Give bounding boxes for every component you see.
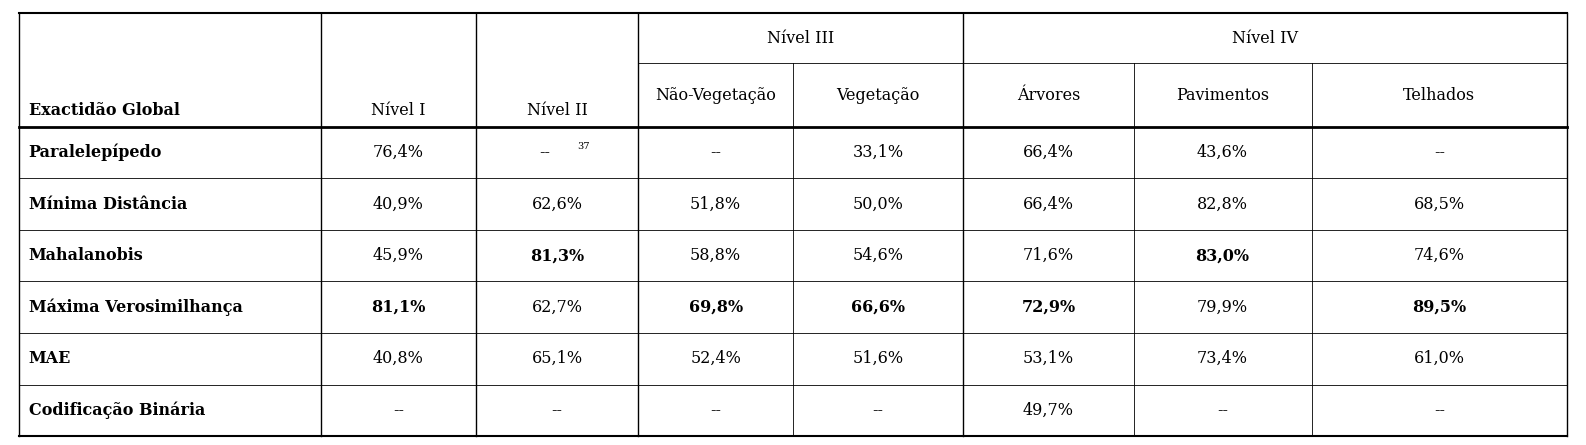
Text: 40,9%: 40,9% (373, 196, 423, 213)
Text: 68,5%: 68,5% (1413, 196, 1465, 213)
Text: 62,6%: 62,6% (531, 196, 582, 213)
Text: 72,9%: 72,9% (1021, 299, 1075, 316)
Text: 53,1%: 53,1% (1023, 350, 1074, 367)
Text: --: -- (393, 402, 404, 419)
Text: 50,0%: 50,0% (853, 196, 904, 213)
Text: Mínima Distância: Mínima Distância (29, 196, 187, 213)
Text: --: -- (1216, 402, 1228, 419)
Text: 71,6%: 71,6% (1023, 247, 1074, 264)
Text: --: -- (872, 402, 883, 419)
Text: --: -- (1434, 144, 1445, 161)
Text: Máxima Verosimilhança: Máxima Verosimilhança (29, 299, 243, 316)
Text: Nível II: Nível II (527, 102, 587, 119)
Text: Nível III: Nível III (768, 30, 834, 47)
Text: 82,8%: 82,8% (1197, 196, 1248, 213)
Text: 79,9%: 79,9% (1197, 299, 1248, 316)
Text: 81,1%: 81,1% (371, 299, 425, 316)
Text: Não-Vegetação: Não-Vegetação (655, 86, 776, 104)
Text: --: -- (711, 402, 722, 419)
Text: MAE: MAE (29, 350, 71, 367)
Text: 66,4%: 66,4% (1023, 144, 1074, 161)
Text: Pavimentos: Pavimentos (1175, 86, 1269, 104)
Text: 58,8%: 58,8% (690, 247, 741, 264)
Text: Mahalanobis: Mahalanobis (29, 247, 143, 264)
Text: 62,7%: 62,7% (531, 299, 582, 316)
Text: 45,9%: 45,9% (373, 247, 423, 264)
Text: 65,1%: 65,1% (531, 350, 582, 367)
Text: Árvores: Árvores (1017, 86, 1080, 104)
Text: 66,4%: 66,4% (1023, 196, 1074, 213)
Text: 73,4%: 73,4% (1197, 350, 1248, 367)
Text: Nível IV: Nível IV (1232, 30, 1297, 47)
Text: 51,6%: 51,6% (853, 350, 904, 367)
Text: Vegetação: Vegetação (836, 86, 920, 104)
Text: 43,6%: 43,6% (1197, 144, 1248, 161)
Text: Exactidão Global: Exactidão Global (29, 102, 179, 119)
Text: 66,6%: 66,6% (852, 299, 906, 316)
Text: 83,0%: 83,0% (1196, 247, 1250, 264)
Text: 52,4%: 52,4% (690, 350, 741, 367)
Text: Telhados: Telhados (1404, 86, 1475, 104)
Text: 61,0%: 61,0% (1413, 350, 1465, 367)
Text: Nível I: Nível I (371, 102, 425, 119)
Text: 74,6%: 74,6% (1413, 247, 1465, 264)
Text: --: -- (552, 402, 563, 419)
Text: 49,7%: 49,7% (1023, 402, 1074, 419)
Text: 69,8%: 69,8% (688, 299, 742, 316)
Text: Paralelepípedo: Paralelepípedo (29, 144, 162, 162)
Text: 40,8%: 40,8% (373, 350, 423, 367)
Text: --: -- (1434, 402, 1445, 419)
Text: 33,1%: 33,1% (853, 144, 904, 161)
Text: 51,8%: 51,8% (690, 196, 741, 213)
Text: Codificação Binária: Codificação Binária (29, 401, 205, 419)
Text: --: -- (711, 144, 722, 161)
Text: 89,5%: 89,5% (1412, 299, 1467, 316)
Text: 76,4%: 76,4% (373, 144, 423, 161)
Text: --: -- (539, 144, 550, 161)
Text: 37: 37 (577, 142, 590, 151)
Text: 81,3%: 81,3% (530, 247, 584, 264)
Text: 54,6%: 54,6% (853, 247, 904, 264)
